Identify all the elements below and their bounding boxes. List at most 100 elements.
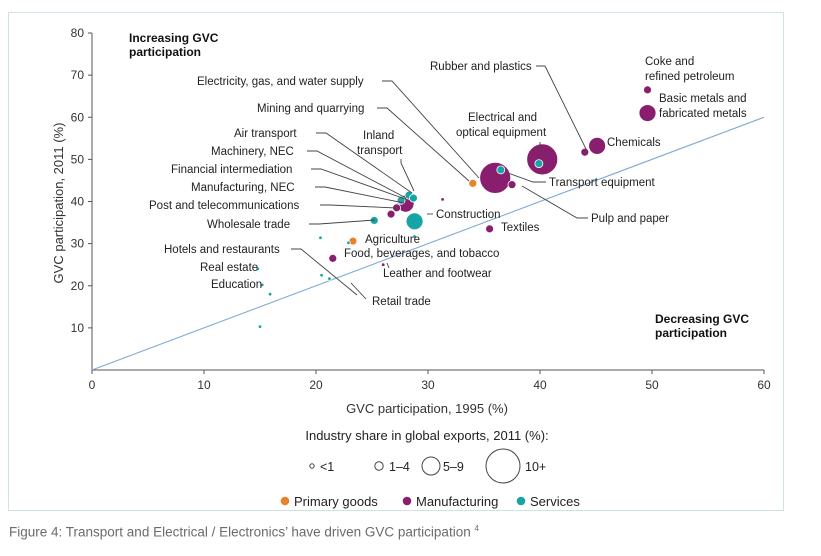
size-legend-circle — [374, 461, 384, 471]
data-label: Manufacturing, NEC — [191, 182, 295, 194]
chart-frame: 0 10 20 30 40 50 60 10 20 30 40 50 60 70 80 GVC partici… — [8, 12, 784, 511]
color-legend-label: Primary goods — [294, 494, 378, 509]
data-label: Post and telecommunications — [149, 200, 299, 212]
data-point — [526, 143, 559, 176]
data-label: Leather and footwear — [383, 268, 492, 280]
color-legend-label: Manufacturing — [416, 494, 498, 509]
label-leader-line — [316, 132, 413, 194]
label-leader-line — [507, 172, 546, 183]
x-tick-label: 10 — [197, 378, 211, 392]
y-tick-label: 30 — [71, 237, 85, 251]
label-leader-line — [386, 262, 390, 269]
data-label: Real estate — [200, 262, 258, 274]
size-legend-label: 10+ — [525, 460, 546, 474]
y-tick-label: 50 — [71, 152, 85, 166]
label-leader-line — [400, 159, 415, 192]
data-point — [485, 224, 495, 234]
color-legend-swatch — [402, 496, 412, 506]
data-label: Construction — [436, 209, 501, 221]
data-point — [267, 291, 273, 297]
data-label: Wholesale trade — [207, 219, 290, 231]
caption-text: Figure 4: Transport and Electrical / Ele… — [9, 524, 471, 540]
data-point — [409, 193, 418, 203]
label-leader-line — [291, 248, 358, 296]
y-tick-label: 70 — [71, 68, 85, 82]
gvc-scatter-chart: 0 10 20 30 40 50 60 10 20 30 40 50 60 70 80 GVC partici… — [51, 26, 771, 509]
x-tick-label: 20 — [309, 378, 323, 392]
data-label: Chemicals — [607, 137, 661, 149]
data-point — [496, 165, 506, 175]
x-tick-label: 40 — [533, 378, 547, 392]
data-label: Inland — [363, 130, 394, 142]
size-legend-title: Industry share in global exports, 2011 (… — [305, 428, 548, 443]
x-axis-title: GVC participation, 1995 (%) — [346, 401, 508, 416]
data-label: fabricated metals — [659, 108, 747, 120]
x-tick-label: 30 — [421, 378, 435, 392]
size-legend-circle — [421, 456, 441, 476]
size-legend-circle — [485, 448, 521, 484]
data-point — [318, 235, 323, 240]
label-leader-line — [315, 186, 405, 204]
label-leader-line — [307, 150, 407, 199]
label-leader-line — [350, 282, 367, 300]
label-leader-line — [311, 168, 409, 201]
data-point — [643, 85, 652, 95]
data-label: refined petroleum — [645, 71, 735, 83]
data-point — [638, 104, 657, 122]
data-label: Electricity, gas, and water supply — [197, 76, 364, 88]
data-point — [507, 180, 517, 190]
decreasing-annotation-line: Decreasing GVC — [655, 312, 749, 326]
data-label: Food, beverages, and tobacco — [344, 248, 499, 260]
data-label: Hotels and restaurants — [164, 244, 280, 256]
diagonal-reference-line — [91, 116, 765, 371]
data-point — [412, 234, 417, 239]
data-label: Coke and — [645, 56, 694, 68]
data-label: Pulp and paper — [591, 213, 669, 225]
y-axis-title: GVC participation, 2011 (%) — [51, 123, 66, 284]
data-point — [440, 197, 445, 202]
label-leader-line — [382, 80, 480, 179]
data-label: Transport equipment — [549, 177, 655, 189]
caption-footnote: 4 — [474, 524, 479, 533]
x-tick-label: 0 — [89, 378, 96, 392]
label-leader-line — [320, 204, 398, 209]
size-legend-label: 1–4 — [389, 460, 410, 474]
decreasing-annotation-line: participation — [655, 326, 727, 340]
data-point — [319, 273, 324, 278]
size-legend-label: 5–9 — [443, 460, 464, 474]
y-tick-label: 60 — [71, 110, 85, 124]
size-legend-label: <1 — [320, 460, 334, 474]
data-label: Mining and quarrying — [257, 103, 364, 115]
data-point — [346, 240, 351, 245]
y-tick-label: 10 — [71, 321, 85, 335]
data-point — [468, 178, 478, 188]
data-point — [588, 136, 607, 155]
figure-caption: Figure 4: Transport and Electrical / Ele… — [9, 524, 479, 540]
x-tick-label: 60 — [757, 378, 771, 392]
data-label: Textiles — [501, 222, 540, 234]
data-point — [580, 147, 590, 157]
x-tick-label: 50 — [645, 378, 659, 392]
size-legend-circle — [309, 463, 315, 469]
data-label: Financial intermediation — [171, 164, 292, 176]
data-label: optical equipment — [456, 127, 547, 139]
data-point — [257, 324, 263, 329]
data-point — [260, 282, 265, 288]
label-leader-line — [309, 219, 376, 225]
data-label: Electrical and — [468, 112, 537, 124]
data-point — [327, 276, 332, 281]
increasing-annotation-line: participation — [129, 45, 201, 59]
y-tick-label: 40 — [71, 195, 85, 209]
data-label: Air transport — [234, 128, 297, 140]
data-label: Education — [211, 279, 262, 291]
data-label: Agriculture — [365, 234, 420, 246]
label-leader-line — [521, 185, 588, 219]
label-leader-line — [377, 107, 470, 182]
data-point — [328, 253, 338, 263]
data-label: Rubber and plastics — [430, 61, 532, 73]
data-point — [534, 159, 544, 168]
y-tick-label: 80 — [71, 26, 85, 40]
data-label: Basic metals and — [659, 93, 747, 105]
data-point — [405, 212, 424, 231]
data-label: Machinery, NEC — [211, 146, 294, 158]
